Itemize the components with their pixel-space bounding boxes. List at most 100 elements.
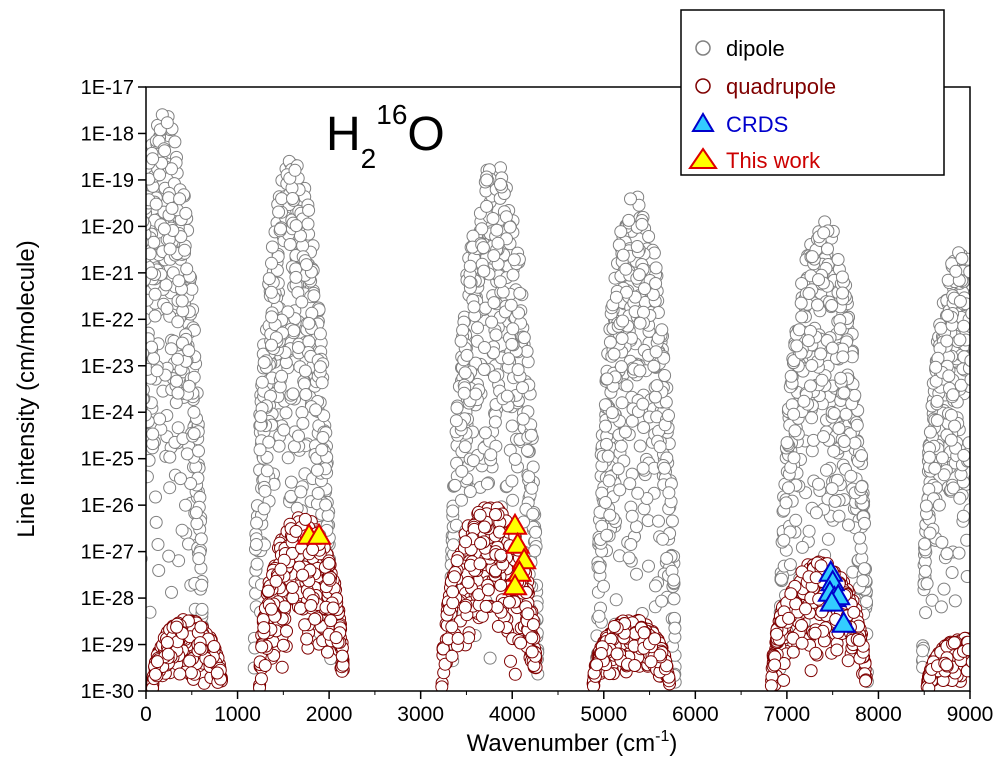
- quadrupole-point: [974, 651, 986, 663]
- dipole-point: [937, 582, 951, 596]
- quadrupole-point: [490, 600, 504, 614]
- dipole-point: [174, 472, 187, 486]
- quadrupole-point: [184, 666, 198, 680]
- dipole-point: [485, 315, 499, 329]
- quadrupole-point: [993, 665, 1000, 677]
- dipole-point: [855, 449, 868, 463]
- quadrupole-point: [983, 663, 995, 675]
- dipole-point: [488, 415, 502, 429]
- dipole-point: [150, 364, 164, 378]
- quadrupole-point: [804, 664, 818, 678]
- quadrupole-point: [493, 525, 506, 539]
- quadrupole-point: [968, 646, 970, 654]
- dipole-point: [491, 236, 505, 250]
- quadrupole-point: [974, 648, 986, 660]
- dipole-point: [315, 443, 329, 457]
- dipole-point: [180, 447, 194, 461]
- quadrupole-point: [768, 658, 782, 672]
- dipole-point: [126, 518, 138, 530]
- quadrupole-point: [987, 651, 999, 663]
- dipole-point: [146, 470, 154, 484]
- quadrupole-point: [274, 562, 288, 576]
- quadrupole-point: [300, 632, 314, 646]
- dipole-point: [974, 476, 986, 488]
- dipole-point: [832, 422, 846, 435]
- quadrupole-point: [610, 647, 624, 661]
- quadrupole-point: [644, 655, 658, 669]
- dipole-point: [171, 421, 185, 435]
- dipole-point: [969, 512, 970, 519]
- dipole-point: [129, 343, 141, 355]
- quadrupole-point: [961, 643, 970, 657]
- quadrupole-point: [974, 646, 986, 658]
- quadrupole-point: [447, 570, 461, 584]
- dipole-point: [820, 463, 833, 477]
- dipole-point: [780, 436, 794, 450]
- quadrupole-point: [795, 619, 808, 632]
- dipole-point: [264, 285, 278, 299]
- dipole-point: [250, 516, 264, 530]
- dipole-point: [969, 532, 970, 539]
- dipole-point: [984, 480, 996, 492]
- dipole-point: [979, 454, 991, 466]
- quadrupole-point: [986, 655, 998, 667]
- quadrupole-point: [993, 665, 1000, 677]
- dipole-point: [295, 406, 309, 419]
- dipole-point: [179, 498, 192, 512]
- dipole-point: [506, 322, 520, 336]
- quadrupole-point: [296, 568, 310, 582]
- dipole-point: [187, 427, 201, 441]
- dipole-point: [122, 575, 134, 587]
- dipole-point: [146, 453, 156, 467]
- dipole-point: [993, 668, 1000, 680]
- dipole-point: [123, 518, 135, 530]
- dipole-point: [162, 549, 176, 563]
- dipole-point: [984, 503, 996, 515]
- y-tick-label: 1E-17: [81, 77, 134, 99]
- dipole-point: [480, 199, 494, 213]
- quadrupole-point: [985, 660, 997, 672]
- quadrupole-point: [972, 637, 984, 649]
- quadrupole-point: [990, 657, 1000, 669]
- dipole-point: [942, 369, 956, 383]
- quadrupole-point: [149, 667, 162, 681]
- dipole-point: [129, 339, 141, 351]
- dipole-point: [123, 471, 135, 483]
- dipole-point: [991, 553, 1000, 565]
- quadrupole-point: [458, 600, 472, 614]
- dipole-point: [991, 566, 1000, 578]
- quadrupole-point: [988, 652, 1000, 664]
- dipole-point: [983, 465, 995, 477]
- dipole-point: [944, 408, 958, 422]
- dipole-point: [149, 490, 162, 504]
- quadrupole-point: [995, 678, 1000, 690]
- dipole-point: [923, 425, 937, 439]
- dipole-point: [175, 294, 189, 308]
- dipole-point: [192, 444, 205, 458]
- quadrupole-point: [988, 649, 1000, 661]
- quadrupole-point: [979, 659, 991, 671]
- dipole-point: [978, 401, 990, 413]
- dipole-point: [258, 484, 272, 498]
- dipole-point: [976, 403, 988, 415]
- dipole-point: [991, 542, 1000, 554]
- quadrupole-point: [450, 554, 464, 568]
- dipole-point: [782, 481, 795, 495]
- quadrupole-point: [978, 649, 990, 661]
- quadrupole-point: [261, 584, 275, 598]
- quadrupole-point: [989, 666, 1000, 678]
- dipole-point: [971, 448, 983, 460]
- quadrupole-point: [150, 655, 164, 669]
- dipole-point: [180, 262, 194, 276]
- dipole-point: [630, 240, 644, 253]
- dipole-point: [633, 364, 647, 378]
- dipole-point: [187, 405, 201, 419]
- dipole-point: [848, 388, 862, 402]
- dipole-point: [992, 581, 1000, 593]
- quadrupole-point: [847, 605, 861, 619]
- dipole-point: [502, 352, 515, 366]
- dipole-point: [131, 295, 143, 307]
- quadrupole-point: [994, 662, 1000, 674]
- dipole-point: [982, 586, 994, 598]
- dipole-point: [182, 344, 196, 358]
